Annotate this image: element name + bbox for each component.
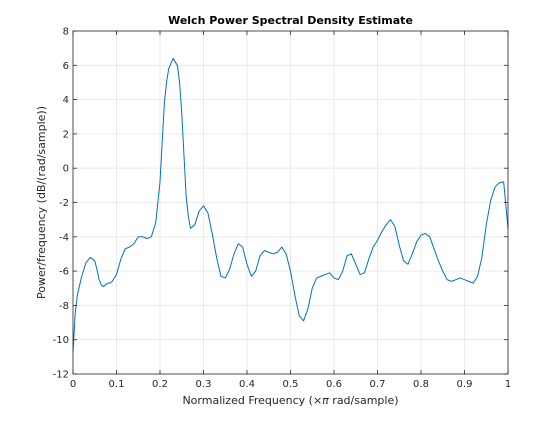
- y-tick-label: 6: [63, 61, 69, 72]
- chart-title: Welch Power Spectral Density Estimate: [168, 14, 413, 27]
- tick-marks: [72, 30, 509, 375]
- x-tick-label: 0.1: [109, 379, 125, 390]
- x-axis-label-pi: π: [322, 394, 329, 407]
- x-tick-label: 0: [70, 379, 76, 390]
- x-tick-label: 0.6: [326, 379, 342, 390]
- y-tick-label: -6: [59, 267, 69, 278]
- y-tick-label: 0: [63, 164, 69, 175]
- x-tick-label: 0.9: [457, 379, 473, 390]
- x-tick-label: 0.8: [413, 379, 429, 390]
- y-tick-label: -4: [59, 232, 69, 243]
- x-axis-label-prefix: Normalized Frequency (×: [182, 394, 322, 407]
- psd-series-line: [72, 57, 509, 353]
- y-tick-labels: -12 -10 -8 -6 -4 -2 0 2 4 6 8: [53, 27, 69, 381]
- y-tick-label: 8: [63, 27, 69, 38]
- x-tick-label: 1: [505, 379, 511, 390]
- x-axis-label: Normalized Frequency (×π rad/sample): [182, 394, 398, 407]
- series-group: [72, 57, 509, 353]
- y-tick-label: -2: [59, 198, 69, 209]
- y-tick-label: 2: [63, 129, 69, 140]
- x-axis-label-suffix: rad/sample): [329, 394, 399, 407]
- x-tick-label: 0.7: [370, 379, 386, 390]
- x-tick-label: 0.3: [196, 379, 212, 390]
- y-tick-label: -8: [59, 301, 69, 312]
- x-tick-label: 0.2: [152, 379, 168, 390]
- y-axis-label: Power/frequency (dB/(rad/sample)): [35, 106, 48, 299]
- y-tick-label: -10: [53, 335, 69, 346]
- y-tick-label: 4: [63, 95, 69, 106]
- x-tick-label: 0.4: [239, 379, 255, 390]
- x-tick-label: 0.5: [283, 379, 299, 390]
- y-tick-label: -12: [53, 370, 69, 381]
- x-tick-labels: 0 0.1 0.2 0.3 0.4 0.5 0.6 0.7 0.8 0.9 1: [70, 379, 511, 390]
